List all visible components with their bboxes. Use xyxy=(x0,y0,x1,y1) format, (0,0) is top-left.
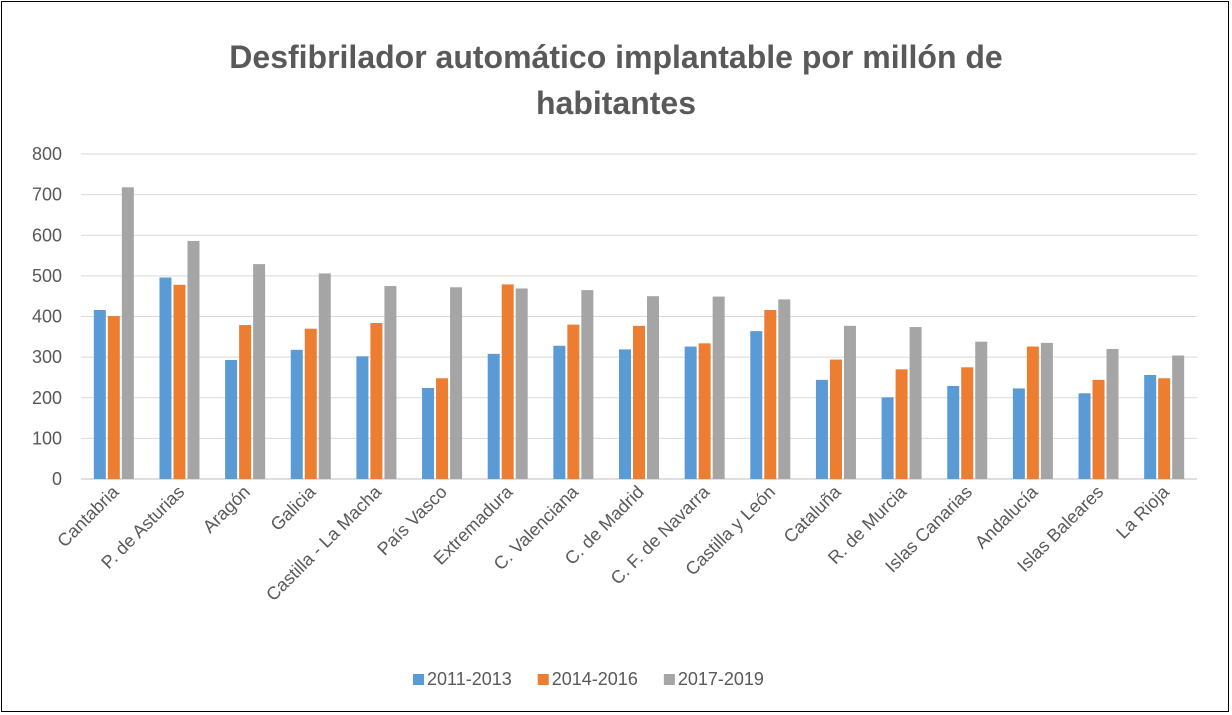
bar xyxy=(947,385,960,479)
bar xyxy=(975,341,988,479)
bar xyxy=(843,325,856,479)
bar xyxy=(290,349,303,479)
bar xyxy=(619,349,631,479)
y-tick-label: 400 xyxy=(32,307,62,327)
bar xyxy=(553,345,566,479)
bars xyxy=(93,187,1185,479)
y-tick-label: 800 xyxy=(32,144,62,164)
x-tick-label: Cataluña xyxy=(780,481,846,547)
bar xyxy=(239,325,252,479)
bar xyxy=(304,328,317,479)
bar xyxy=(567,324,580,479)
y-tick-label: 200 xyxy=(32,388,62,408)
bar xyxy=(684,346,697,479)
bar xyxy=(698,343,711,479)
bar xyxy=(515,288,528,479)
x-tick-label: Castilla - La Macha xyxy=(262,481,386,605)
y-tick-label: 600 xyxy=(32,225,62,245)
chart-title-text: Desfibrilador automático implantable por… xyxy=(229,39,1003,121)
bar xyxy=(1040,342,1053,479)
bar xyxy=(1078,393,1091,479)
bar xyxy=(1106,349,1119,479)
bar xyxy=(750,331,763,479)
y-tick-label: 0 xyxy=(52,469,62,489)
bar xyxy=(107,316,120,479)
bar xyxy=(173,284,186,479)
y-axis-ticks: 0 100 200 300 400 500 600 700 800 xyxy=(32,144,62,489)
bar xyxy=(225,359,238,479)
bar xyxy=(422,388,435,479)
bar xyxy=(384,286,397,479)
bar xyxy=(881,397,894,479)
y-tick-label: 700 xyxy=(32,185,62,205)
legend-label: 2011-2013 xyxy=(427,669,512,689)
bar xyxy=(1012,388,1025,479)
bar xyxy=(318,273,331,479)
bar xyxy=(501,284,514,479)
bar xyxy=(121,187,134,479)
bar xyxy=(1172,355,1185,479)
legend-swatch xyxy=(663,674,675,685)
legend-label: 2014-2016 xyxy=(552,669,638,689)
bar xyxy=(1144,375,1157,479)
legend-label: 2017-2019 xyxy=(678,669,764,689)
bar xyxy=(581,290,594,479)
bar xyxy=(93,310,106,479)
bar xyxy=(647,296,659,479)
chart-title: Desfibrilador automático implantable por… xyxy=(0,34,1232,126)
bar xyxy=(187,240,200,479)
bar xyxy=(253,264,266,479)
y-tick-label: 300 xyxy=(32,347,62,367)
bar xyxy=(909,327,922,479)
bar xyxy=(1092,379,1105,479)
bar xyxy=(961,367,974,479)
legend-swatch xyxy=(537,674,549,685)
bar xyxy=(1026,346,1039,479)
x-tick-label: Galicia xyxy=(267,481,321,535)
bar xyxy=(829,359,842,479)
bar xyxy=(712,296,725,479)
bar xyxy=(487,353,500,479)
bar xyxy=(764,310,777,479)
y-tick-label: 500 xyxy=(32,266,62,286)
x-tick-label: La Rioja xyxy=(1112,481,1174,543)
bar xyxy=(436,378,449,479)
bar xyxy=(159,277,172,479)
bar xyxy=(370,323,383,479)
x-tick-label: Andalucía xyxy=(971,481,1042,552)
bar xyxy=(1158,378,1171,479)
bar xyxy=(356,356,369,479)
bar xyxy=(895,369,908,479)
x-tick-label: Aragón xyxy=(199,482,254,537)
bar xyxy=(778,299,791,479)
bar xyxy=(815,379,828,479)
legend: 2011-2013 2014-2016 2017-2019 xyxy=(413,669,764,689)
y-tick-label: 100 xyxy=(32,428,62,448)
x-tick-label: Cantabria xyxy=(53,481,123,551)
legend-swatch xyxy=(413,674,424,685)
bar xyxy=(450,287,463,479)
bar xyxy=(633,325,645,479)
